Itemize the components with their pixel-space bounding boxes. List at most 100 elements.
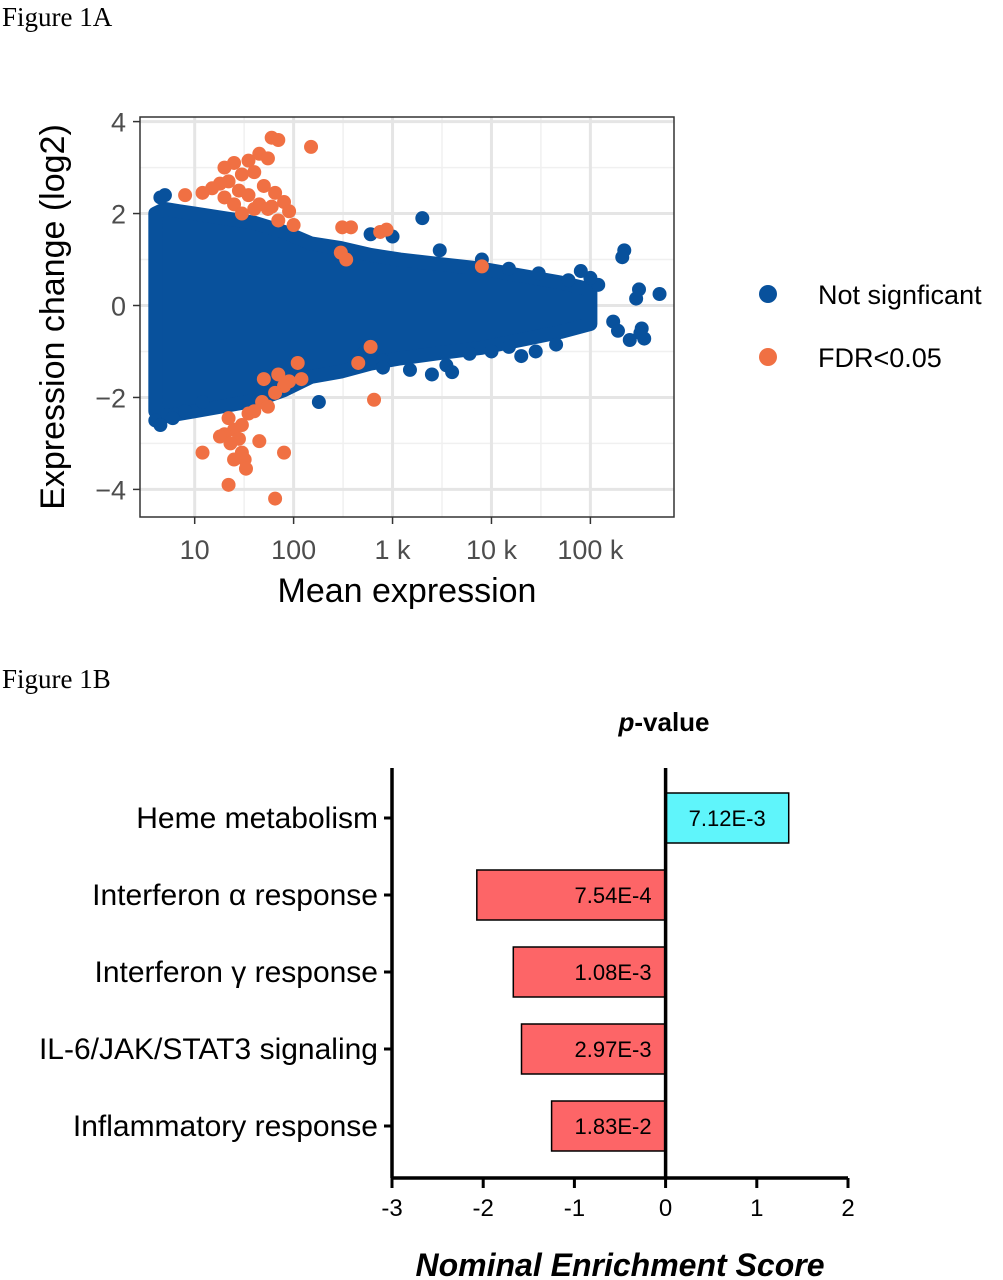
category-label: Interferon α response <box>92 879 378 912</box>
fdr-significant-point <box>343 220 358 235</box>
fdr-significant-point <box>212 429 227 444</box>
x-tick-label: 10 k <box>466 535 518 565</box>
fdr-significant-point <box>241 153 256 168</box>
bar-pvalue-label: 7.12E-3 <box>689 806 766 831</box>
figure-1b-label: Figure 1B <box>2 664 111 694</box>
not-significant-point <box>311 395 326 410</box>
fdr-significant-point <box>223 436 238 451</box>
fdr-significant-point <box>234 167 249 182</box>
fdr-significant-point <box>268 185 283 200</box>
not-significant-point <box>573 264 588 279</box>
not-significant-point <box>424 367 439 382</box>
fdr-significant-point <box>234 206 249 221</box>
fdr-significant-point <box>268 385 283 400</box>
fdr-significant-point <box>304 139 319 154</box>
y-tick-label: 2 <box>111 200 126 230</box>
ma-plot-points <box>148 130 667 506</box>
x-tick-label: 100 k <box>557 535 624 565</box>
fdr-significant-point <box>268 491 283 506</box>
ma-plot: 10 100 1 k 10 k 100 k 4 2 0 −2 −4 Mean expression… <box>34 108 982 610</box>
not-significant-point <box>652 287 667 302</box>
not-significant-point <box>462 346 477 361</box>
fdr-significant-point <box>195 185 210 200</box>
fdr-significant-point <box>221 477 236 492</box>
not-significant-point <box>484 344 499 359</box>
fdr-significant-point <box>282 204 297 219</box>
fdr-significant-point <box>339 252 354 267</box>
figure-1a-label: Figure 1A <box>2 2 113 32</box>
not-significant-point <box>615 250 630 265</box>
fdr-significant-point <box>227 452 242 467</box>
enrichment-bars: 7.12E-3 7.54E-4 1.08E-3 2.97E-3 1.83E-2 <box>476 792 790 1152</box>
fdr-significant-point <box>290 355 305 370</box>
fdr-significant-point <box>474 259 489 274</box>
fdr-significant-point <box>363 339 378 354</box>
fdr-significant-point <box>294 372 309 387</box>
fdr-significant-point <box>260 201 275 216</box>
ma-y-axis-title: Expression change (log2) <box>34 124 72 510</box>
value-tick-label: -2 <box>473 1195 494 1222</box>
enrichment-bar <box>512 946 667 998</box>
not-significant-point <box>501 339 516 354</box>
y-tick-label: 4 <box>111 108 126 138</box>
fdr-significant-point <box>238 461 253 476</box>
fdr-significant-point <box>247 165 262 180</box>
nes-axis-title: Nominal Enrichment Score <box>416 1247 825 1280</box>
bar-pvalue-label: 2.97E-3 <box>575 1037 652 1062</box>
pvalue-title-italic: p <box>617 707 634 737</box>
legend-label-not-significant: Not signficant <box>818 280 982 310</box>
fdr-significant-point <box>271 213 286 228</box>
bar-pvalue-label: 1.08E-3 <box>575 960 652 985</box>
fdr-significant-point <box>260 151 275 166</box>
enrichment-axes: Heme metabolism Interferon α response Inte… <box>39 768 855 1222</box>
ma-plot-ticks: 10 100 1 k 10 k 100 k 4 2 0 −2 −4 <box>95 108 624 565</box>
legend-key-not-significant <box>759 285 777 303</box>
fdr-significant-point <box>252 434 267 449</box>
not-significant-point <box>432 243 447 258</box>
not-significant-point <box>514 349 529 364</box>
fdr-significant-point <box>241 188 256 203</box>
legend-label-fdr: FDR<0.05 <box>818 343 942 373</box>
fdr-significant-point <box>247 201 262 216</box>
value-tick-label: 1 <box>750 1195 763 1222</box>
legend-key-fdr <box>759 348 777 366</box>
fdr-significant-point <box>271 367 286 382</box>
enrichment-bar <box>476 869 667 921</box>
x-tick-label: 100 <box>271 535 316 565</box>
x-tick-label: 10 <box>180 535 210 565</box>
not-significant-point <box>531 266 546 281</box>
bar-pvalue-label: 7.54E-4 <box>575 883 652 908</box>
ma-legend: Not signficant FDR<0.05 <box>759 280 982 373</box>
y-tick-label: 0 <box>111 292 126 322</box>
value-tick-label: -3 <box>381 1195 402 1222</box>
enrichment-bar-chart: p-value 7.12E-3 7.54E-4 1.08E-3 2.97E-3 1.83… <box>39 707 855 1280</box>
not-significant-point <box>610 323 625 338</box>
not-significant-point <box>561 273 576 288</box>
y-tick-label: −4 <box>95 475 126 505</box>
category-label: Interferon γ response <box>95 956 379 989</box>
not-significant-point <box>402 362 417 377</box>
y-tick-label: −2 <box>95 383 126 413</box>
not-significant-point <box>195 395 210 410</box>
category-label: Inflammatory response <box>73 1110 378 1143</box>
fdr-significant-point <box>195 445 210 460</box>
not-significant-point <box>445 365 460 380</box>
fdr-significant-point <box>351 355 366 370</box>
fdr-significant-point <box>217 160 232 175</box>
ma-x-axis-title: Mean expression <box>278 572 537 610</box>
not-significant-point <box>157 188 172 203</box>
fdr-significant-point <box>241 406 256 421</box>
not-significant-point <box>165 411 180 426</box>
fdr-significant-point <box>379 222 394 237</box>
not-significant-point <box>633 326 648 341</box>
pvalue-title-rest: -value <box>634 707 709 737</box>
bar-pvalue-label: 1.83E-2 <box>575 1114 652 1139</box>
value-tick-label: 0 <box>659 1195 672 1222</box>
fdr-significant-point <box>271 132 286 147</box>
not-significant-point <box>622 332 637 347</box>
fdr-significant-point <box>260 399 275 414</box>
not-significant-point <box>415 211 430 226</box>
not-significant-point <box>178 404 193 419</box>
not-significant-point <box>153 418 168 433</box>
